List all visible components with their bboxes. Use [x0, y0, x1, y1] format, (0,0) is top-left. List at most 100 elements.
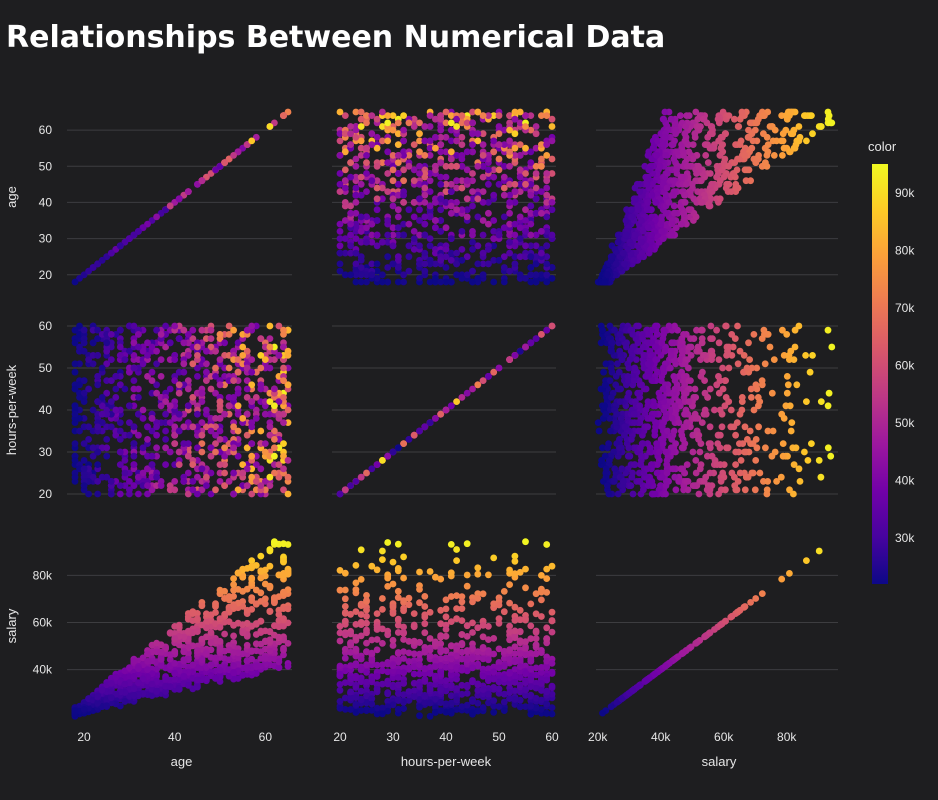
scatter-point — [352, 278, 360, 286]
scatter-point — [500, 173, 508, 181]
scatter-point — [602, 360, 610, 368]
scatter-point — [336, 130, 344, 138]
scatter-point — [266, 123, 274, 130]
scatter-point — [234, 339, 242, 347]
scatter-point — [447, 119, 455, 127]
scatter-point — [410, 177, 418, 185]
scatter-point — [216, 436, 224, 443]
scatter-cell-age-vs-age[interactable] — [71, 108, 292, 286]
scatter-point — [463, 195, 471, 203]
scatter-point — [166, 402, 174, 410]
scatter-point — [394, 278, 402, 286]
scatter-point — [773, 137, 780, 145]
scatter-point — [432, 224, 439, 232]
scatter-point — [373, 177, 381, 185]
scatter-point — [490, 256, 498, 264]
scatter-point — [336, 108, 344, 116]
scatter-point — [479, 141, 487, 149]
scatter-point — [538, 141, 545, 149]
scatter-point — [216, 646, 224, 653]
scatter-point — [516, 606, 524, 614]
x-tick-label: 20 — [77, 730, 91, 744]
scatter-point — [148, 486, 156, 494]
scatter-point — [125, 402, 133, 410]
scatter-point — [363, 278, 370, 286]
scatter-point — [611, 465, 619, 473]
scatter-cell-hours-per-week-vs-age[interactable] — [71, 322, 292, 498]
scatter-point — [668, 415, 676, 422]
scatter-point — [766, 343, 774, 351]
scatter-point — [352, 126, 360, 134]
scatter-point — [410, 213, 418, 221]
scatter-point — [622, 217, 630, 224]
scatter-point — [602, 465, 610, 473]
scatter-cell-age-vs-hours-per-week[interactable] — [336, 108, 556, 286]
scatter-point — [379, 547, 386, 555]
scatter-cell-age-vs-salary[interactable] — [594, 108, 836, 286]
scatter-point — [184, 377, 192, 384]
scatter-point — [341, 184, 349, 192]
scatter-point — [618, 465, 626, 473]
scatter-point — [469, 238, 476, 246]
scatter-point — [697, 177, 705, 185]
scatter-point — [394, 141, 402, 149]
scatter-point — [347, 159, 354, 167]
scatter-point — [198, 486, 206, 494]
scatter-point — [257, 335, 265, 342]
scatter-point — [474, 242, 482, 250]
scatter-point — [654, 461, 661, 468]
scatter-point — [548, 170, 556, 177]
scatter-point — [543, 170, 551, 177]
scatter-point — [671, 402, 679, 410]
scatter-point — [98, 364, 106, 372]
scatter-point — [634, 427, 642, 435]
scatter-point — [148, 377, 156, 384]
scatter-point — [453, 557, 460, 564]
scatter-point — [341, 177, 349, 185]
scatter-point — [180, 672, 188, 680]
scatter-point — [786, 486, 793, 494]
scatter-point — [647, 246, 654, 253]
scatter-point — [708, 188, 716, 196]
scatter-point — [442, 278, 450, 286]
scatter-point — [284, 473, 292, 481]
x-tick-label: 20 — [333, 730, 347, 744]
scatter-point — [716, 195, 724, 203]
scatter-point — [139, 224, 147, 232]
scatter-point — [194, 647, 201, 654]
scatter-point — [198, 656, 206, 664]
scatter-point — [646, 444, 654, 452]
scatter-point — [437, 126, 445, 134]
scatter-point — [421, 213, 429, 221]
y-tick-label: 50 — [39, 159, 53, 173]
scatter-point — [139, 347, 147, 355]
scatter-point — [157, 482, 165, 489]
scatter-cell-salary-vs-age[interactable] — [71, 538, 292, 720]
scatter-point — [500, 191, 508, 199]
scatter-point — [511, 188, 519, 196]
scatter-point — [336, 686, 344, 694]
scatter-point — [453, 137, 460, 145]
scatter-point — [658, 228, 666, 235]
scatter-point — [664, 427, 671, 435]
scatter-point — [432, 199, 439, 206]
scatter-cell-salary-vs-hours-per-week[interactable] — [336, 538, 556, 720]
scatter-point — [180, 647, 188, 655]
scatter-point — [266, 335, 274, 342]
chart-title: Relationships Between Numerical Data — [6, 20, 666, 55]
scatter-point — [212, 486, 219, 494]
scatter-point — [736, 440, 743, 447]
scatter-point — [284, 640, 292, 647]
scatter-point — [363, 112, 370, 119]
scatter-point — [89, 360, 97, 368]
scatter-point — [548, 206, 556, 214]
scatter-point — [432, 278, 439, 286]
scatter-point — [352, 209, 360, 217]
scatter-point — [453, 398, 460, 405]
y-tick-label: 20 — [39, 268, 53, 282]
scatter-point — [248, 423, 256, 431]
scatter-point — [368, 465, 376, 473]
scatter-point — [243, 431, 251, 439]
scatter-point — [651, 343, 659, 351]
